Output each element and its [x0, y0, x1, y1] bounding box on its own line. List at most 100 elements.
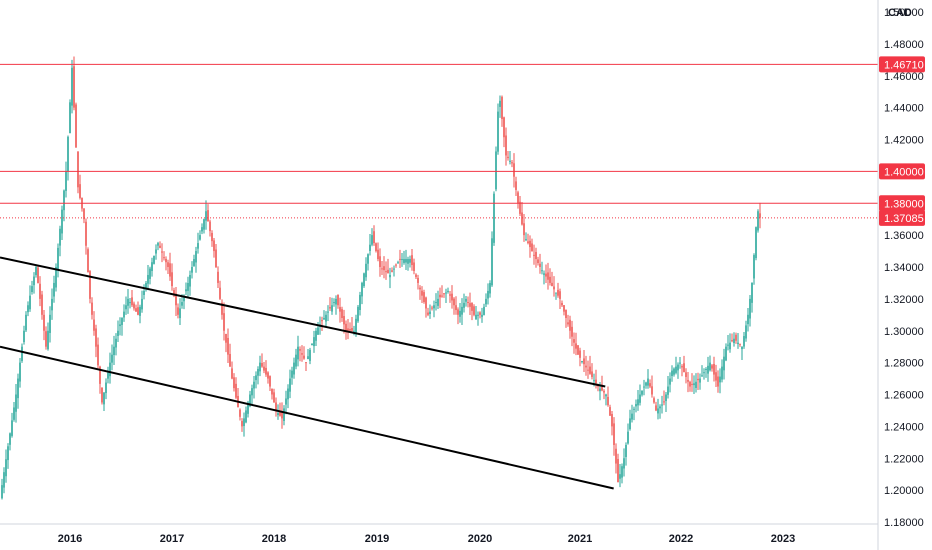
price-tag	[879, 163, 925, 180]
candle-body	[233, 377, 235, 389]
candle-body	[311, 343, 313, 346]
candle-body	[375, 243, 377, 252]
candle-body	[759, 213, 761, 218]
candle-body	[749, 298, 751, 319]
y-tick-label: 1.32000	[884, 294, 924, 306]
price-tag	[879, 195, 925, 212]
candle-body	[517, 192, 519, 204]
candle-body	[377, 249, 379, 260]
candle-body	[603, 390, 605, 393]
candle-body	[639, 394, 641, 403]
candle-body	[703, 372, 705, 374]
time-axis[interactable]: 2016 2017 2018 2019 2020 2021 2022 2023	[58, 533, 795, 545]
candle-body	[403, 259, 405, 263]
candle-body	[735, 334, 737, 341]
candle-body	[101, 387, 103, 403]
candle-body	[437, 298, 439, 306]
candle-body	[289, 378, 291, 392]
candle-body	[707, 365, 709, 374]
candle-body	[253, 381, 255, 389]
candle-body	[359, 294, 361, 311]
candle-body	[415, 274, 417, 277]
y-tick-label: 1.46000	[884, 71, 924, 83]
y-tick-label: 1.30000	[884, 326, 924, 338]
candle-body	[675, 366, 677, 373]
candle-body	[617, 458, 619, 483]
candle-body	[623, 458, 625, 469]
candle-body	[717, 376, 719, 387]
candle-body	[235, 383, 237, 398]
price-tag-label: 1.46710	[884, 59, 924, 71]
candle-body	[143, 290, 145, 295]
candle-body	[205, 211, 207, 221]
candle-body	[539, 263, 541, 267]
y-tick-label: 1.22000	[884, 453, 924, 465]
candle-body	[443, 293, 445, 295]
candle-body	[357, 306, 359, 322]
candle-body	[169, 263, 171, 277]
x-tick-label: 2022	[669, 533, 693, 545]
candle-body	[677, 364, 679, 371]
x-tick-label: 2017	[160, 533, 184, 545]
candle-body	[363, 273, 365, 287]
candle-body	[429, 311, 431, 315]
channel-line-lower	[0, 345, 614, 490]
candle-body	[477, 314, 479, 316]
candle-body	[683, 363, 685, 373]
candle-body	[577, 345, 579, 355]
candle-body	[93, 319, 95, 331]
y-tick-label: 1.24000	[884, 421, 924, 433]
candle-body	[567, 322, 569, 325]
candle-body	[9, 433, 11, 445]
candle-body	[103, 392, 105, 405]
price-tag-label: 1.40000	[884, 166, 924, 178]
candle-body	[345, 323, 347, 331]
candle-body	[249, 394, 251, 407]
candle-body	[217, 271, 219, 283]
candle-body	[305, 362, 307, 364]
candle-body	[557, 289, 559, 296]
candle-body	[267, 372, 269, 379]
candle-body	[447, 290, 449, 292]
y-tick-label: 1.36000	[884, 230, 924, 242]
candle-body	[221, 302, 223, 315]
candle-body	[157, 243, 159, 246]
x-tick-label: 2020	[468, 533, 492, 545]
candle-body	[509, 160, 511, 162]
candle-body	[63, 190, 65, 211]
candle-body	[453, 298, 455, 306]
candle-body	[475, 314, 477, 320]
candle-body	[153, 255, 155, 264]
candle-body	[413, 262, 415, 271]
candle-body	[663, 401, 665, 403]
candle-body	[503, 117, 505, 138]
candle-body	[585, 365, 587, 368]
candle-body	[65, 171, 67, 191]
candle-body	[505, 135, 507, 156]
candle-body	[369, 244, 371, 251]
candle-body	[279, 411, 281, 416]
candle-body	[173, 290, 175, 296]
candle-body	[629, 418, 631, 430]
candle-body	[421, 290, 423, 296]
candle-body	[419, 287, 421, 290]
candle-body	[115, 338, 117, 348]
candle-body	[213, 240, 215, 252]
x-tick-label: 2018	[262, 533, 286, 545]
candle-body	[107, 372, 109, 379]
candle-body	[733, 338, 735, 344]
candle-body	[529, 240, 531, 248]
candle-body	[215, 249, 217, 267]
candle-body	[13, 407, 15, 420]
candle-body	[77, 151, 79, 188]
candle-body	[613, 423, 615, 445]
candle-body	[105, 382, 107, 394]
candle-body	[85, 221, 87, 246]
candle-body	[519, 201, 521, 214]
y-tick-label: 1.44000	[884, 103, 924, 115]
candle-body	[321, 320, 323, 322]
candle-body	[537, 259, 539, 264]
candle-body	[5, 459, 7, 477]
candle-body	[47, 330, 49, 350]
